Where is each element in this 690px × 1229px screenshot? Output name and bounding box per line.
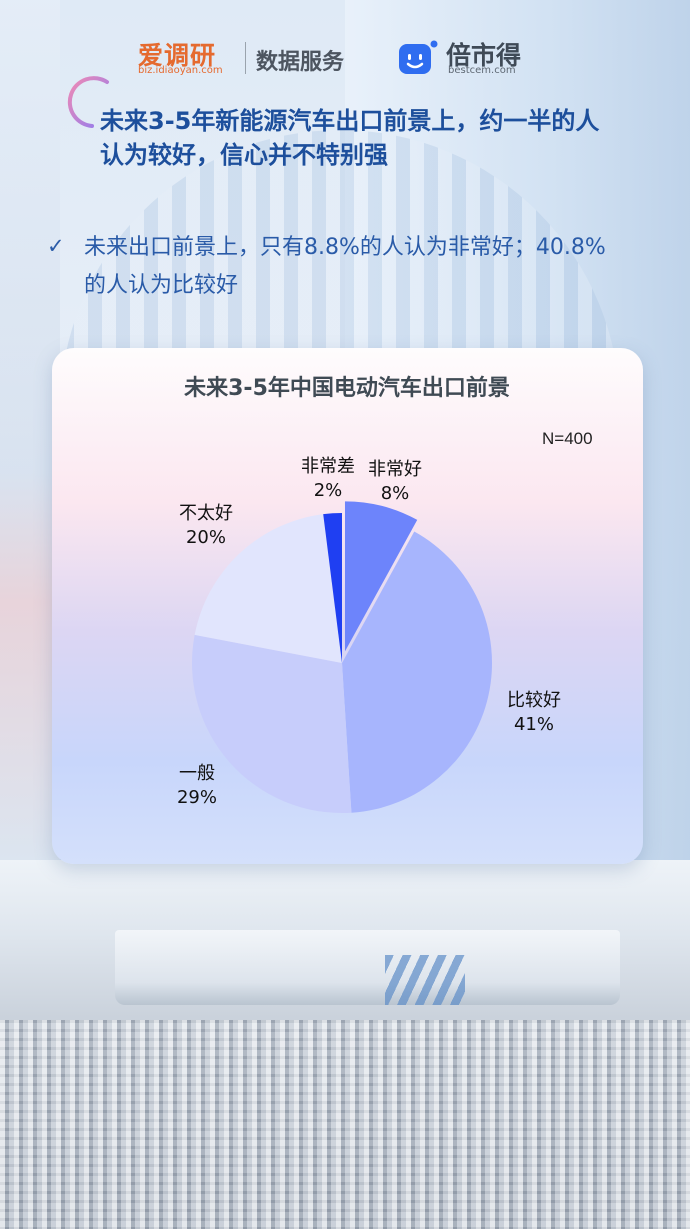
pie-slice-3 xyxy=(194,514,342,663)
pie-chart: 未来3-5年中国电动汽车出口前景 N=400 非常好 8% 比较好 41% 一般 29% 不… xyxy=(177,375,593,813)
cargo-ship xyxy=(115,930,620,1005)
slice-label-3: 不太好 xyxy=(179,503,233,524)
slice-label-4: 非常差 xyxy=(301,456,355,477)
data-service-label: 数据服务 xyxy=(256,50,345,75)
bestcem-url: bestcem.com xyxy=(448,65,516,76)
background-strip xyxy=(0,0,60,860)
slice-label-0: 非常好 xyxy=(368,459,422,480)
ship-stripe xyxy=(385,955,465,1005)
slice-label-1: 比较好 xyxy=(507,690,561,711)
chart-title: 未来3-5年中国电动汽车出口前景 xyxy=(184,375,510,401)
slice-value-2: 29% xyxy=(177,787,217,808)
pie-slices xyxy=(191,501,493,813)
slice-value-0: 8% xyxy=(381,483,410,504)
pie-slice-0 xyxy=(344,501,418,652)
sample-size-note: N=400 xyxy=(542,429,593,448)
pie-slice-2 xyxy=(191,634,352,813)
bestcem-logo: 倍市得 xyxy=(446,41,522,70)
logo-divider xyxy=(245,42,246,74)
check-icon: ✓ xyxy=(47,234,65,258)
parked-cars xyxy=(0,1020,690,1229)
slice-label-2: 一般 xyxy=(179,763,215,784)
aidiaoyan-logo: 爱调研 xyxy=(138,41,217,70)
port-photo xyxy=(0,860,690,1229)
pie-slice-4 xyxy=(323,513,342,663)
page-title: 未来3-5年新能源汽车出口前景上，约一半的人认为较好，信心并不特别强 xyxy=(100,107,600,169)
slice-labels: 非常好 8% 比较好 41% 一般 29% 不太好 20% 非常差 2% xyxy=(177,456,561,808)
bestcem-logo-icon xyxy=(399,40,438,74)
title-ring-decoration xyxy=(67,76,109,128)
slice-value-1: 41% xyxy=(514,714,554,735)
chart-card: 未来3-5年中国电动汽车出口前景 N=400 非常好 8% 比较好 41% 一般 29% 不… xyxy=(52,348,643,864)
slice-value-4: 2% xyxy=(314,480,343,501)
pie-slice-1 xyxy=(342,531,493,813)
key-finding-text: 未来出口前景上，只有8.8%的人认为非常好；40.8%的人认为比较好 xyxy=(84,235,606,298)
aidiaoyan-url: biz.idiaoyan.com xyxy=(138,65,223,76)
slice-value-3: 20% xyxy=(186,527,226,548)
